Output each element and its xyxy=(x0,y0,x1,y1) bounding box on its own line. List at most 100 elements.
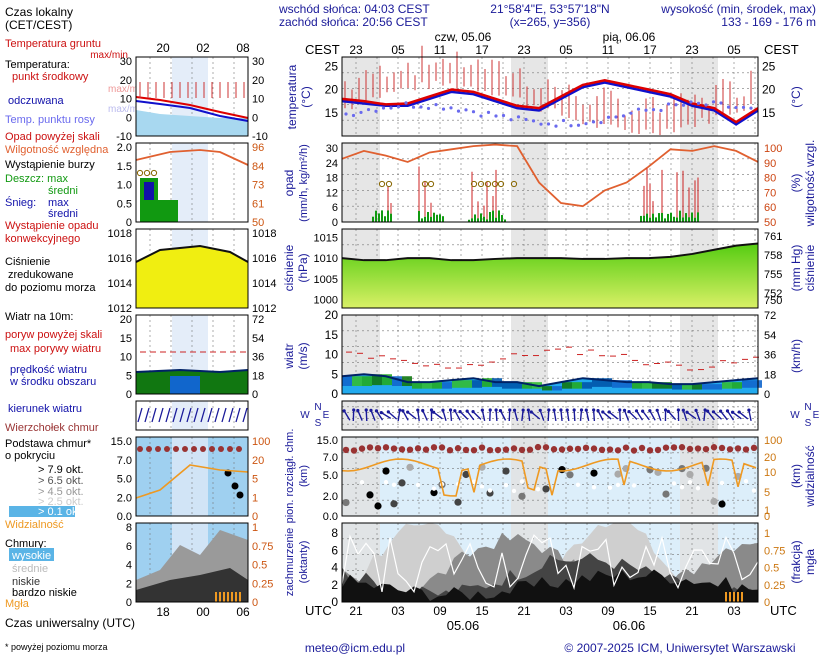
legend-okt-5-bg xyxy=(9,506,75,517)
fog-tick-right: 0.75 xyxy=(764,545,785,557)
wind-tick-left: 5 xyxy=(331,367,338,381)
legend-tick-right: 20 xyxy=(252,75,264,87)
legend-cloud-base-2: o pokryciu xyxy=(5,450,55,462)
legend-wind-blue xyxy=(170,376,200,394)
temp-axis-unit: (°C) xyxy=(299,86,313,107)
humidity-tick-right: 60 xyxy=(764,202,776,214)
wind-arrow xyxy=(686,411,697,420)
wind-arrow-head xyxy=(747,408,751,412)
dew-point-dot xyxy=(374,109,378,113)
legend-panel xyxy=(136,401,248,430)
wind-arrow-head xyxy=(529,410,533,414)
wind-arrow xyxy=(619,409,621,422)
compass-letter: W xyxy=(790,410,800,421)
legend-precip-over: Opad powyżej skali xyxy=(5,131,100,143)
wind-arrow xyxy=(553,409,557,422)
footer-email[interactable]: meteo@icm.edu.pl xyxy=(305,641,405,655)
wind-arrow-head xyxy=(607,410,611,414)
dew-point-dot xyxy=(659,108,663,113)
cloud-top-dot xyxy=(534,443,542,451)
legend-tick-right: 0 xyxy=(252,511,258,523)
rain-bar xyxy=(387,210,389,222)
wind-speed-bar xyxy=(542,386,552,391)
legend-tick-left: 1016 xyxy=(108,253,132,265)
high-cloud-line xyxy=(341,534,759,594)
storm-marker xyxy=(385,180,393,188)
legend-storm: Wystąpienie burzy xyxy=(5,159,95,171)
wind-arrow-head xyxy=(386,410,390,414)
wind-speed-bar xyxy=(382,374,392,386)
dew-point-dot xyxy=(576,123,581,127)
legend-cloud-top-dot xyxy=(227,446,233,452)
wind-arrow xyxy=(635,410,644,421)
bottom-tick-label: 03 xyxy=(391,604,405,618)
wind-arrow-head xyxy=(498,409,503,413)
wind-arrow-head xyxy=(663,408,668,412)
wind-speed-bar xyxy=(572,382,582,389)
wind-arrow-head xyxy=(364,408,368,412)
legend-tick-right: -10 xyxy=(252,131,268,143)
rain-bar xyxy=(433,212,435,222)
legend-tick-right: 0.5 xyxy=(252,560,267,572)
dew-point-dot xyxy=(734,105,738,110)
compass-letter: E xyxy=(813,410,820,421)
cloud-layer xyxy=(342,569,758,602)
legend-temp-sample xyxy=(135,82,249,136)
dew-point-dot xyxy=(464,108,468,112)
legend-cl-low: niskie xyxy=(12,576,40,588)
legend-tick-left: 1.5 xyxy=(117,161,132,173)
wind-arrow xyxy=(585,409,590,422)
rain-bar xyxy=(649,217,651,222)
legend-tick-right: 0 xyxy=(252,597,258,609)
cloud-base-dot xyxy=(518,492,526,500)
legend-fog-bar xyxy=(219,592,221,602)
temp-tick-right: 20 xyxy=(762,83,776,97)
temp-tick-left: 25 xyxy=(325,59,339,73)
rain-bar xyxy=(679,210,681,222)
cloud-top-dot xyxy=(374,444,382,452)
cloud-top-dot xyxy=(702,445,710,453)
wind-arrow xyxy=(370,410,376,421)
wind-arrow-head xyxy=(725,409,730,413)
wind-arrow xyxy=(459,411,469,420)
dew-point-dot xyxy=(606,115,611,119)
storm-marker xyxy=(484,180,492,188)
legend-fog: Mgła xyxy=(5,598,30,610)
rain-bar xyxy=(390,213,392,222)
legend-cb-top: Wierzchołek chmur xyxy=(5,422,99,434)
legend-wind-arrow xyxy=(158,407,164,423)
temp-axis-unit-right: (°C) xyxy=(789,86,803,107)
cloud-top-dot xyxy=(574,445,582,453)
wind-arrow-head xyxy=(526,408,530,412)
bottom-tick-label: 15 xyxy=(475,604,489,618)
legend-utc-label: Czas uniwersalny (UTC) xyxy=(5,616,135,630)
legend-humidity-line xyxy=(135,149,249,166)
cloud-top-dot xyxy=(638,444,646,452)
precip-tick-left: 18 xyxy=(326,173,338,185)
wind-speed-bar xyxy=(702,384,712,390)
cloud-top-dot xyxy=(622,444,630,451)
cloud-base-light xyxy=(695,486,701,491)
top-tick-label: 23 xyxy=(517,43,531,57)
coords-text: 21°58'4"E, 53°57'18"N xyxy=(490,2,609,16)
legend-pressure-area xyxy=(136,246,248,308)
legend-tick-right: 20 xyxy=(252,455,264,467)
dew-point-dot xyxy=(629,111,633,115)
legend-pressure-sample xyxy=(135,244,249,308)
cloud-top-dot xyxy=(342,446,350,454)
legend-tick-right: 1016 xyxy=(252,253,276,265)
fog-tick-right: 1 xyxy=(764,528,770,540)
cloud-top-dot xyxy=(526,446,534,453)
rain-bar xyxy=(495,217,497,222)
cloud-top-dot xyxy=(550,446,558,453)
rain-bar xyxy=(474,214,476,222)
cover-tick-left: 0 xyxy=(331,595,338,609)
cloud-top-dot xyxy=(726,446,734,453)
bottom-tick-label: 21 xyxy=(517,604,531,618)
wind-axis-label: wiatr xyxy=(282,343,296,369)
cloudbase-axis-unit: (km) xyxy=(298,465,310,487)
dew-point-dot xyxy=(509,118,513,122)
wind-speed-bar xyxy=(422,382,432,389)
dew-point-dot xyxy=(636,107,641,111)
dew-point-dot xyxy=(621,114,626,118)
